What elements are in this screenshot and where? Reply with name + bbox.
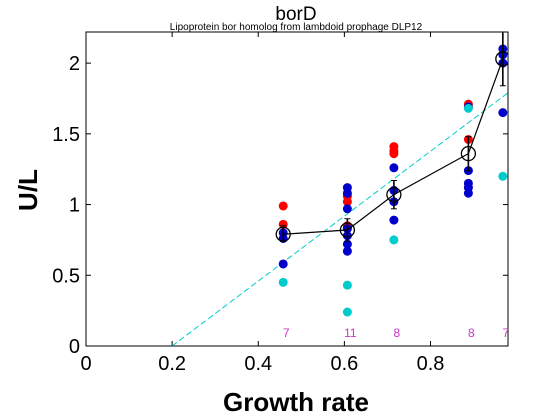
x-axis-label: Growth rate xyxy=(223,387,369,417)
mean-marker xyxy=(460,145,477,162)
count-label: 8 xyxy=(468,326,475,340)
y-tick-label: 0.5 xyxy=(52,265,80,287)
data-point xyxy=(389,235,399,245)
data-point xyxy=(463,188,473,198)
x-tick-label: 0.8 xyxy=(417,353,445,375)
count-label: 8 xyxy=(394,326,401,340)
mean-marker xyxy=(386,187,402,203)
data-point xyxy=(342,246,352,256)
count-label: 7 xyxy=(283,326,290,340)
chart-subtitle: Lipoprotein bor homolog from lambdoid pr… xyxy=(170,22,423,33)
chart-title: borD xyxy=(275,4,316,25)
data-point xyxy=(342,188,352,198)
data-point xyxy=(278,219,288,229)
data-point xyxy=(498,171,508,181)
fit-line xyxy=(171,92,508,346)
y-tick-label: 0 xyxy=(69,336,80,358)
x-tick-label: 0.6 xyxy=(330,353,358,375)
mean-marker xyxy=(275,226,291,242)
data-point xyxy=(278,201,288,211)
mean-marker xyxy=(339,222,356,238)
mean-marker xyxy=(495,51,508,67)
y-tick-label: 1.5 xyxy=(52,124,80,146)
y-tick-label: 1 xyxy=(69,195,80,217)
data-point xyxy=(389,149,399,159)
data-point xyxy=(278,277,288,287)
count-label: 7 xyxy=(502,326,509,340)
y-axis-label: U/L xyxy=(13,169,43,211)
plot-area: 0 0.2 0.4 0.6 0.8 0 0.5 1 1.5 2 7 11 8 8 7 xyxy=(52,31,509,375)
data-layer: 7 11 8 8 7 xyxy=(171,32,509,346)
y-tick-label: 2 xyxy=(69,53,80,75)
x-tick-label: 0.2 xyxy=(158,353,186,375)
data-point xyxy=(278,259,288,269)
data-point xyxy=(342,204,352,214)
data-point xyxy=(463,103,473,113)
x-tick-label: 0.4 xyxy=(244,353,272,375)
data-point xyxy=(389,215,399,225)
count-label: 11 xyxy=(344,326,357,340)
data-point xyxy=(498,108,508,118)
data-point xyxy=(342,307,352,317)
data-point xyxy=(389,163,399,173)
x-tick-label: 0 xyxy=(80,353,91,375)
plot-frame xyxy=(85,31,509,347)
data-point xyxy=(342,280,352,290)
data-point xyxy=(342,197,352,207)
data-point xyxy=(342,239,352,249)
